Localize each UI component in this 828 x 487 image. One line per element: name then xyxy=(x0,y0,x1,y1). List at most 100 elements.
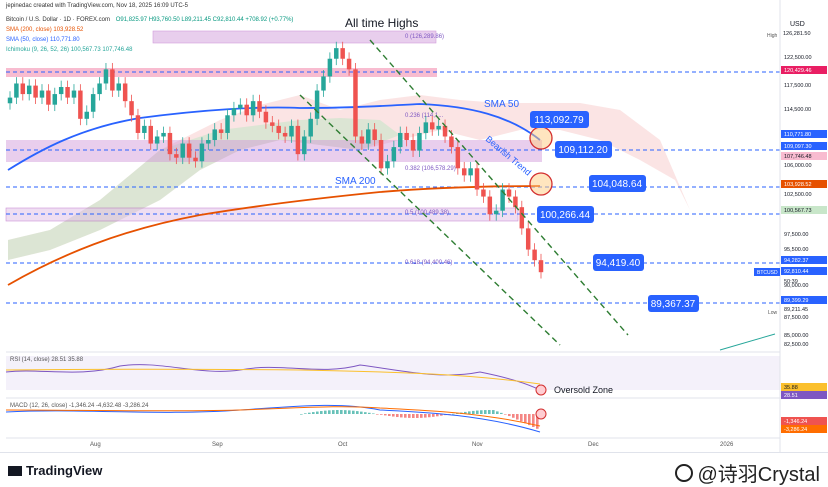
ath-zone xyxy=(152,30,437,44)
watermark-icon xyxy=(675,464,694,482)
candle xyxy=(212,129,217,141)
macd-bar xyxy=(376,414,379,415)
fib-labels: 0 (126,289.86) 0.236 (114,1... 0.382 (10… xyxy=(405,34,456,266)
price-badge xyxy=(781,256,827,264)
candle xyxy=(430,122,435,130)
macd-bar xyxy=(488,410,491,414)
macd-bar xyxy=(464,411,467,414)
time-label-dec: Dec xyxy=(588,442,599,448)
candle xyxy=(250,101,256,116)
macd-bar xyxy=(392,414,395,417)
fib-0-label: 0 (126,289.86) xyxy=(405,34,444,40)
ath-label: All time Highs xyxy=(345,16,418,30)
callout-113092: 113,092.79 xyxy=(534,115,584,126)
candle xyxy=(327,58,333,77)
price-tick-label: 107,746.48 xyxy=(784,154,812,160)
candle xyxy=(282,132,288,137)
tick-high-value: 126,281.50 xyxy=(783,31,811,37)
candle xyxy=(423,122,429,133)
rsi-value-badge: 28.51 xyxy=(784,393,798,399)
macd-hist-badge: -1,346.24 xyxy=(784,419,807,425)
ichimoku-cloud xyxy=(8,95,690,260)
candle xyxy=(353,69,358,137)
macd-bar xyxy=(520,414,523,422)
candle xyxy=(346,58,352,70)
macd-bar xyxy=(336,410,339,414)
candle xyxy=(238,104,243,109)
price-tick-label: 103,928.52 xyxy=(784,182,812,188)
candle xyxy=(532,249,537,261)
candle xyxy=(78,90,83,119)
axis-badges: 126,281.50 High Low BTCUSD 50:39 35.88 2… xyxy=(754,29,827,433)
price-tick-label: 87,500.00 xyxy=(784,315,808,321)
macd-bar xyxy=(388,414,391,417)
candle xyxy=(154,136,160,144)
macd-bar xyxy=(300,414,303,415)
low-label: Low xyxy=(768,310,778,316)
macd-bar xyxy=(396,414,399,418)
macd-bar xyxy=(476,410,479,414)
macd-bar xyxy=(384,414,387,416)
macd-bar xyxy=(512,414,515,418)
candle xyxy=(410,140,416,151)
macd-bar xyxy=(528,414,531,426)
price-tick-label: 97,500.00 xyxy=(784,232,808,238)
candle xyxy=(167,132,173,155)
time-label-sep: Sep xyxy=(212,442,223,448)
resistance-zone xyxy=(6,68,437,77)
candle xyxy=(474,168,480,190)
macd-bar xyxy=(440,414,443,416)
price-tick-label: 100,567.73 xyxy=(784,208,812,214)
macd-bar xyxy=(352,410,355,414)
macd-bar xyxy=(468,411,471,414)
candle xyxy=(404,132,409,141)
candle xyxy=(449,136,454,148)
candle xyxy=(525,228,531,250)
macd-bar xyxy=(304,413,307,414)
oversold-label: Oversold Zone xyxy=(554,385,613,395)
price-badge xyxy=(781,130,827,138)
candle xyxy=(174,154,179,158)
price-badge xyxy=(781,267,827,275)
candle xyxy=(7,97,13,104)
macd-bar xyxy=(424,414,427,418)
macd-bar xyxy=(420,414,423,418)
price-tick-label: 92,810.44 xyxy=(784,269,808,275)
candle xyxy=(340,48,345,59)
candle xyxy=(487,196,493,215)
bitcoin-daily-chart[interactable]: 0 (126,289.86) 0.236 (114,1... 0.382 (10… xyxy=(0,0,828,452)
macd-bar xyxy=(412,414,415,418)
sma50-legend: SMA (50, close) 110,771.80 xyxy=(6,37,80,43)
sma-200-line xyxy=(7,185,541,286)
candle xyxy=(161,132,166,137)
candle xyxy=(493,210,499,215)
macd-bar xyxy=(432,414,435,417)
macd-bar xyxy=(368,412,371,414)
macd-bar xyxy=(312,412,315,414)
price-badge xyxy=(781,66,827,74)
rsi-band xyxy=(6,356,780,390)
footer: TradingView @诗羽Crystal xyxy=(0,452,828,487)
signal-circles xyxy=(529,126,553,196)
header-ohlc-row: Bitcoin / U.S. Dollar · 1D · FOREX.com O… xyxy=(6,17,293,23)
candle xyxy=(289,125,294,137)
macd-bar xyxy=(360,411,363,414)
candle xyxy=(442,125,448,137)
macd-bar xyxy=(532,414,535,427)
macd-bar xyxy=(516,414,519,420)
countdown-label: 50:39 xyxy=(784,279,798,285)
macd-bar xyxy=(524,414,527,424)
macd-bar xyxy=(320,411,323,414)
macd-bar xyxy=(340,410,343,414)
price-badge xyxy=(781,142,827,150)
candle xyxy=(71,90,77,98)
candle xyxy=(295,125,301,155)
macd-bar xyxy=(380,414,383,415)
macd-bar xyxy=(428,414,431,418)
symbol-title: Bitcoin / U.S. Dollar · 1D · FOREX.com xyxy=(6,17,111,23)
candle xyxy=(129,101,134,116)
fib-0236-label: 0.236 (114,1... xyxy=(405,113,444,119)
candle xyxy=(334,48,339,59)
btc-badge: BTCUSD xyxy=(757,270,778,276)
sma50-label: SMA 50 xyxy=(484,99,519,110)
